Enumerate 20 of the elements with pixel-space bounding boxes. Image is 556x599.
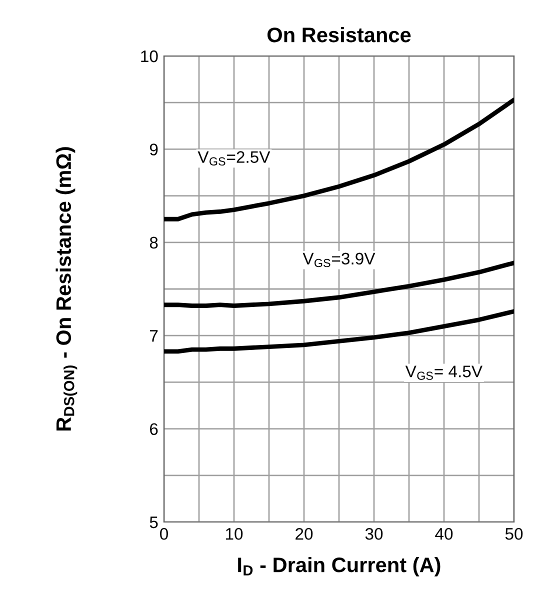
series-label: V$_{GS}$= 4.5V xyxy=(405,366,482,380)
y-tick-label: 6 xyxy=(150,423,158,436)
y-tick-label: 8 xyxy=(150,236,158,249)
text: V$_{GS}$=2.5V xyxy=(198,151,270,166)
y-tick-label: 10 xyxy=(141,50,158,62)
x-tick-label: 50 xyxy=(505,528,523,540)
y-tick-label: 5 xyxy=(150,516,158,528)
x-tick-label: 40 xyxy=(435,528,453,540)
y-axis-title: R$_{DS(ON)}$ - On Resistance (mΩ) xyxy=(56,147,78,431)
y-tick-label: 7 xyxy=(150,330,158,342)
x-tick-label: 10 xyxy=(226,528,243,540)
x-tick-label: 30 xyxy=(365,528,383,540)
line-series xyxy=(164,309,514,354)
chart-title: On Resistance xyxy=(267,27,411,42)
series-label: V$_{GS}$=3.9V xyxy=(302,252,376,268)
y-tick-label: 9 xyxy=(150,144,158,156)
x-tick-label: 0 xyxy=(160,528,168,540)
x-tick-label: 20 xyxy=(296,528,313,540)
x-axis-title: I$_{D}$ - Drain Current (A) xyxy=(238,556,440,576)
line-series xyxy=(164,98,514,222)
